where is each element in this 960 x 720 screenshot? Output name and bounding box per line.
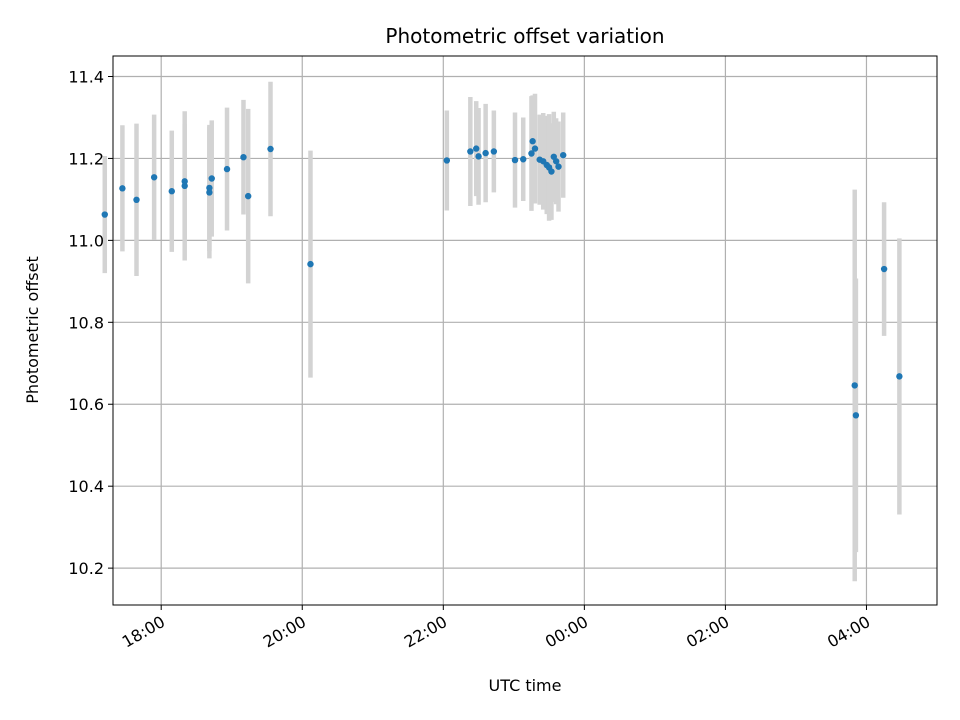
x-axis-label: UTC time	[489, 676, 562, 695]
data-point	[548, 168, 555, 175]
y-axis: 10.2 10.4 10.6 10.8 11.0 11.2 11.4	[68, 67, 113, 578]
data-point	[475, 153, 482, 160]
data-point	[555, 163, 562, 170]
data-point	[473, 145, 480, 152]
y-tick-label: 11.2	[68, 149, 104, 168]
data-point	[552, 158, 560, 165]
data-point	[520, 156, 527, 163]
chart-title: Photometric offset variation	[385, 24, 664, 48]
y-tick-label: 10.4	[68, 477, 104, 496]
y-axis-label: Photometric offset	[23, 256, 42, 404]
data-point	[101, 211, 108, 218]
data-point	[490, 148, 498, 155]
y-tick-label: 10.6	[68, 395, 104, 414]
data-point	[896, 373, 903, 380]
data-point	[467, 148, 474, 155]
data-point	[181, 182, 188, 190]
data-point	[267, 145, 274, 153]
y-tick-label: 10.8	[68, 313, 104, 332]
data-point	[206, 189, 213, 196]
data-point	[150, 174, 158, 181]
data-point	[181, 178, 188, 185]
data-point	[531, 145, 539, 152]
data-point	[208, 175, 215, 182]
data-points	[101, 138, 903, 419]
data-point	[223, 165, 231, 173]
data-point	[244, 192, 252, 200]
data-point	[168, 188, 175, 195]
data-point	[482, 149, 489, 157]
data-point	[443, 157, 451, 164]
y-tick-label: 11.0	[68, 231, 104, 250]
data-point	[206, 184, 213, 192]
data-point	[133, 196, 140, 204]
data-point	[851, 382, 858, 389]
data-point	[852, 412, 860, 419]
data-point	[240, 153, 247, 161]
data-point	[307, 260, 314, 268]
data-point	[119, 185, 126, 192]
y-tick-label: 11.4	[68, 67, 104, 86]
plot-frame	[112, 55, 938, 606]
data-point	[529, 138, 536, 145]
data-point	[528, 150, 535, 157]
data-point	[511, 156, 519, 164]
data-point	[880, 265, 888, 273]
y-tick-label: 10.2	[68, 559, 104, 578]
data-point	[560, 151, 567, 159]
